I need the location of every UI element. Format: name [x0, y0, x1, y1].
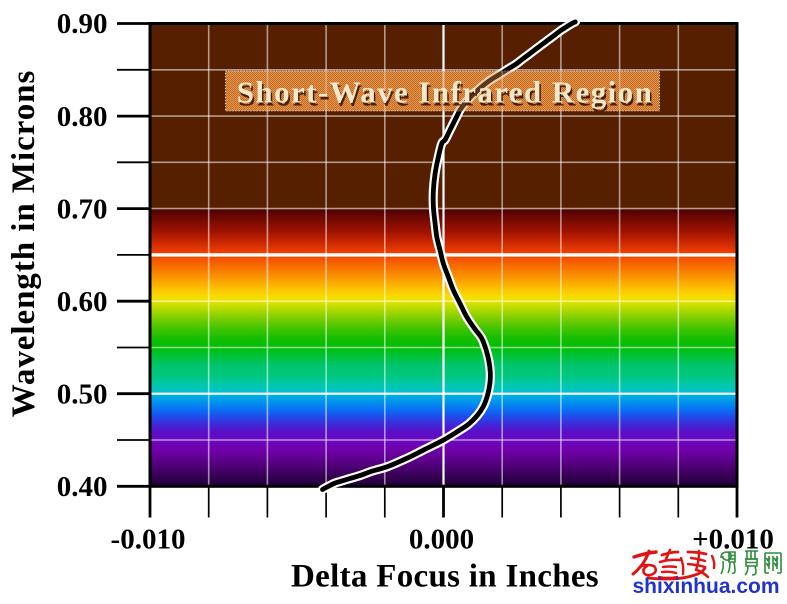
svg-text:0.80: 0.80 [57, 101, 108, 133]
svg-text:0.60: 0.60 [57, 286, 108, 318]
svg-text:Wavelength in Microns: Wavelength in Microns [6, 70, 42, 418]
svg-text:Short-Wave Infrared Region: Short-Wave Infrared Region [238, 78, 654, 113]
svg-text:Short-Wave Infrared Region: Short-Wave Infrared Region [237, 75, 653, 110]
svg-text:+0.010: +0.010 [692, 524, 774, 556]
svg-text:0.40: 0.40 [57, 471, 108, 503]
svg-text:0.70: 0.70 [57, 193, 108, 225]
svg-text:Delta Focus in Inches: Delta Focus in Inches [291, 559, 599, 595]
svg-text:0.50: 0.50 [57, 378, 108, 410]
svg-text:-0.010: -0.010 [111, 524, 186, 556]
svg-text:shixinhua.com: shixinhua.com [632, 575, 779, 598]
svg-text:0.000: 0.000 [409, 524, 474, 556]
svg-text:0.90: 0.90 [57, 8, 108, 40]
